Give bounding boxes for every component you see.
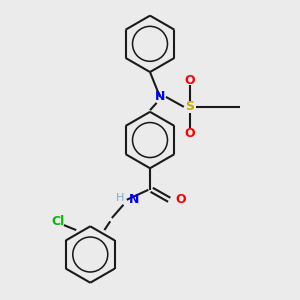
Text: O: O: [176, 193, 186, 206]
Text: O: O: [184, 74, 195, 87]
Text: H: H: [116, 193, 124, 203]
Text: S: S: [185, 100, 194, 113]
Text: O: O: [184, 127, 195, 140]
Text: Cl: Cl: [51, 215, 64, 228]
Text: N: N: [128, 193, 139, 206]
Text: N: N: [155, 90, 165, 104]
